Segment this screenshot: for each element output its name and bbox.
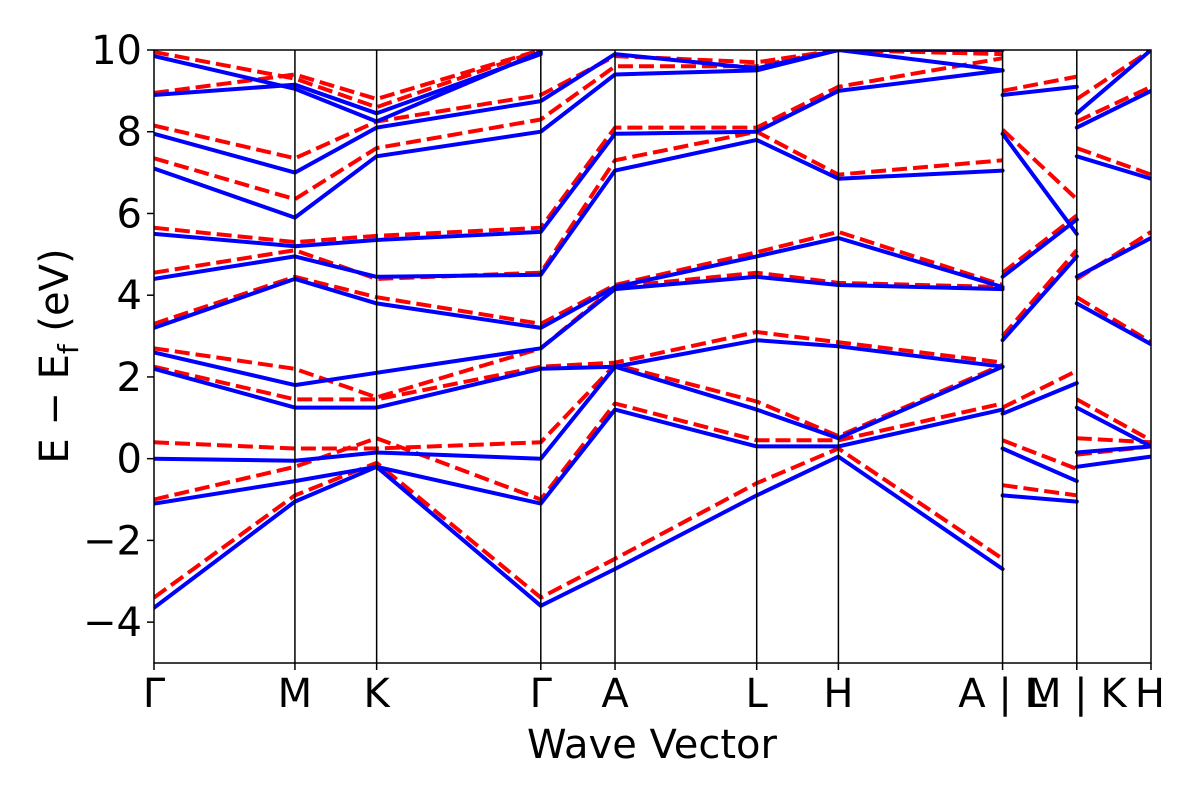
y-axis-label-unit: (eV) — [32, 248, 78, 344]
model-band-b3 — [154, 364, 1005, 463]
model-band-lm6 — [1000, 131, 1079, 236]
x-tick-label: M — [278, 671, 313, 717]
model-band-b6 — [154, 236, 1005, 330]
x-tick-label: L — [746, 671, 769, 717]
x-tick-label: K — [364, 671, 392, 717]
y-axis-label-subscript: f — [52, 343, 85, 354]
model-band-lm3 — [1000, 381, 1079, 416]
reference-band-b9 — [154, 50, 1003, 202]
reference-band-lm1 — [1002, 483, 1078, 498]
reference-band-kh3 — [1075, 397, 1151, 443]
model-band-b5 — [154, 274, 1005, 388]
y-tick-label: 10 — [91, 28, 142, 74]
reference-band-kh6 — [1076, 146, 1151, 177]
y-axis-ticks: −4 −2 0 2 4 6 8 10 — [83, 28, 154, 646]
reference-band-b6 — [154, 229, 1004, 326]
x-tick-label: H — [1135, 671, 1165, 717]
reference-band-kh7 — [1075, 84, 1151, 124]
x-tick-label: Γ — [530, 671, 553, 717]
high-symmetry-lines — [294, 50, 1078, 663]
model-band-lm7 — [1000, 84, 1079, 97]
model-band-b11 — [154, 52, 543, 116]
y-tick-label: −4 — [83, 600, 142, 646]
reference-band-lm3 — [1001, 369, 1078, 410]
y-tick-label: 4 — [117, 273, 142, 319]
reference-band-lm5 — [1001, 213, 1079, 275]
model-band-b7 — [154, 137, 1005, 281]
model-band-b2 — [154, 407, 1005, 506]
model-band-kh5 — [1074, 236, 1151, 279]
y-tick-label: 2 — [117, 355, 142, 401]
model-band-lm2 — [1000, 446, 1079, 484]
reference-band-b4 — [154, 330, 1003, 402]
reference-band-b12 — [154, 50, 542, 110]
y-axis-label: E − Ef (eV) — [32, 248, 85, 463]
reference-band-lm6 — [1001, 128, 1079, 201]
plot-frame — [153, 49, 1152, 664]
reference-band-lm7 — [1002, 74, 1078, 93]
x-tick-label: A — [601, 671, 629, 717]
reference-band-kh2 — [1076, 436, 1151, 445]
model-band-lm1 — [1000, 493, 1079, 504]
model-band-kh8 — [1074, 50, 1151, 116]
reference-band-lm4 — [1001, 248, 1079, 338]
reference-band-b2 — [154, 401, 1004, 502]
model-band-kh2 — [1074, 444, 1151, 455]
model-band-kh3 — [1074, 405, 1151, 449]
reference-band-kh4 — [1075, 295, 1151, 344]
model-band-kh6 — [1074, 154, 1151, 181]
series-layer — [154, 50, 1151, 610]
model-band-b1 — [154, 454, 1005, 610]
y-axis-label-main: E − E — [32, 354, 78, 464]
x-tick-label: H — [823, 671, 853, 717]
reference-band-b1 — [154, 446, 1004, 600]
reference-band-b5 — [154, 270, 1003, 400]
x-tick-label: A | L — [958, 671, 1047, 717]
model-band-kh4 — [1074, 301, 1151, 347]
y-tick-label: 0 — [117, 437, 142, 483]
model-band-b12 — [154, 50, 543, 124]
x-tick-label: Γ — [143, 671, 166, 717]
reference-band-b3 — [154, 362, 1004, 451]
model-band-b10 — [154, 50, 1005, 175]
model-band-lm4 — [1000, 254, 1079, 343]
y-tick-label: 8 — [117, 110, 142, 156]
model-band-lm5 — [1000, 217, 1079, 279]
y-tick-label: −2 — [83, 518, 142, 564]
x-tick-label: M | K — [1027, 671, 1128, 717]
model-band-kh7 — [1074, 88, 1151, 130]
reference-band-lm2 — [1001, 438, 1078, 471]
reference-band-b8 — [154, 56, 1003, 245]
model-band-b4 — [154, 338, 1005, 410]
model-band-b8 — [154, 68, 1005, 249]
x-axis-label: Wave Vector — [527, 722, 778, 768]
reference-band-b11 — [154, 50, 542, 101]
model-band-kh1 — [1074, 454, 1151, 469]
reference-band-b7 — [154, 129, 1003, 281]
y-tick-label: 6 — [117, 191, 142, 237]
